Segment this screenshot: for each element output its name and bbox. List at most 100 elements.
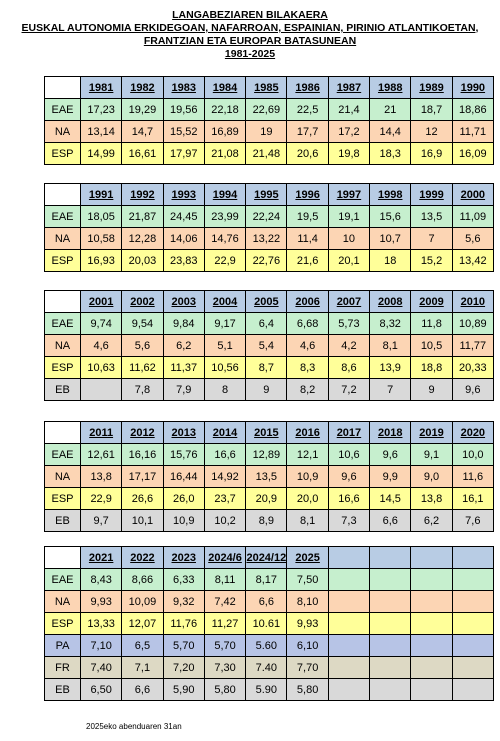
- value-cell: 26,6: [121, 487, 164, 510]
- table-row-esp: ESP 10,63 11,62 11,37 10,56 8,7 8,3 8,6 13,9 18,8…: [44, 356, 494, 379]
- year-header-cell: 1992: [121, 183, 164, 206]
- row-label-cell: NA: [44, 227, 81, 250]
- value-cell: 19,8: [327, 142, 371, 165]
- year-header-cell: [410, 546, 453, 569]
- value-cell: 13,8: [410, 487, 453, 510]
- value-cell: 7,40: [79, 656, 123, 679]
- value-cell: 22,76: [245, 249, 288, 272]
- row-label-cell: EAE: [44, 312, 81, 335]
- value-cell: 10.61: [245, 612, 288, 635]
- value-cell: 9,93: [79, 590, 123, 613]
- value-cell: 10,0: [451, 443, 494, 466]
- value-cell: 9,6: [327, 465, 371, 488]
- row-label-cell: NA: [44, 334, 81, 357]
- year-header-cell: 2016: [286, 421, 329, 444]
- data-table-3: 2001 2002 2003 2004 2005 2006 2007 2008 2009 2010…: [44, 290, 494, 401]
- value-cell: 13,33: [79, 612, 123, 635]
- row-label-cell: EAE: [44, 98, 81, 121]
- value-cell: 15,52: [162, 120, 205, 143]
- value-cell: 5,80: [203, 678, 247, 701]
- value-cell: 7,8: [121, 378, 164, 401]
- row-label-cell: EAE: [44, 443, 81, 466]
- table-row-eb: EB 7,8 7,9 8 9 8,2 7,2 7 9 9,6: [44, 378, 494, 401]
- data-table-2: 1991 1992 1993 1994 1995 1996 1997 1998 1999 2000…: [44, 183, 494, 272]
- value-cell: 11,4: [286, 227, 329, 250]
- value-cell: 16,9: [410, 142, 453, 165]
- year-header-cell: 2018: [369, 421, 412, 444]
- year-header-cell: 1984: [203, 76, 247, 99]
- value-cell: 18,86: [451, 98, 494, 121]
- value-cell: 5,70: [162, 634, 205, 657]
- value-cell: 8: [203, 378, 247, 401]
- value-cell: [410, 612, 453, 635]
- year-header-cell: 2010: [451, 290, 494, 313]
- value-cell: [369, 656, 412, 679]
- value-cell: 14,4: [369, 120, 412, 143]
- value-cell: 7,30: [203, 656, 247, 679]
- value-cell: 5,80: [286, 678, 329, 701]
- value-cell: 6,4: [245, 312, 288, 335]
- value-cell: 17,97: [162, 142, 205, 165]
- row-label-cell: ESP: [44, 487, 81, 510]
- value-cell: 22,24: [245, 205, 288, 228]
- year-header-cell: 2025: [286, 546, 329, 569]
- value-cell: 21,08: [203, 142, 247, 165]
- year-header-cell: 1982: [121, 76, 164, 99]
- value-cell: [79, 378, 123, 401]
- row-label-cell: FR: [44, 656, 81, 679]
- value-cell: 14,76: [203, 227, 247, 250]
- value-cell: 19: [245, 120, 288, 143]
- table-row-eae: EAE 9,74 9,54 9,84 9,17 6,4 6,68 5,73 8,32 11,8 10…: [44, 312, 494, 335]
- value-cell: 21: [369, 98, 412, 121]
- value-cell: 20,33: [451, 356, 494, 379]
- table-row-na: NA 4,6 5,6 6,2 5,1 5,4 4,6 4,2 8,1 10,5 11,77: [44, 334, 494, 357]
- year-header-row: 2021 2022 2023 2024/6 2024/12 2025: [44, 546, 494, 569]
- table-row-eae: EAE 17,23 19,29 19,56 22,18 22,69 22,5 21,4 21 18…: [44, 98, 494, 121]
- value-cell: 10,1: [121, 509, 164, 532]
- row-label-cell: ESP: [44, 356, 81, 379]
- value-cell: 8,6: [327, 356, 371, 379]
- row-label-cell: NA: [44, 590, 81, 613]
- table-row-pa: PA 7,10 6,5 5,70 5,70 5.60 6,10: [44, 634, 494, 657]
- value-cell: 8,11: [203, 568, 247, 591]
- value-cell: 21,48: [245, 142, 288, 165]
- value-cell: 19,56: [162, 98, 205, 121]
- value-cell: 6,68: [286, 312, 329, 335]
- row-label-cell: EB: [44, 678, 81, 701]
- value-cell: 10,6: [327, 443, 371, 466]
- value-cell: 11,62: [121, 356, 164, 379]
- row-label-cell: EB: [44, 378, 81, 401]
- title-line-3: FRANTZIAN ETA EUROPAR BATASUNEAN: [143, 35, 357, 47]
- value-cell: 7,3: [327, 509, 371, 532]
- year-header-cell: 1991: [79, 183, 123, 206]
- year-header-cell: 2002: [121, 290, 164, 313]
- year-header-row: 1981 1982 1983 1984 1985 1986 1987 1988 1989 1990: [44, 76, 494, 99]
- value-cell: 8,2: [286, 378, 329, 401]
- year-header-row: 2001 2002 2003 2004 2005 2006 2007 2008 2009 2010: [44, 290, 494, 313]
- title-line-4: 1981-2025: [224, 48, 276, 60]
- value-cell: 16,44: [162, 465, 205, 488]
- row-label-cell: EAE: [44, 205, 81, 228]
- value-cell: 23,99: [203, 205, 247, 228]
- value-cell: 9,9: [369, 465, 412, 488]
- value-cell: [451, 590, 494, 613]
- year-header-cell: 2003: [162, 290, 205, 313]
- title-line-1: LANGABEZIAREN BILAKAERA: [172, 9, 328, 21]
- value-cell: [410, 678, 453, 701]
- year-header-cell: 2007: [327, 290, 371, 313]
- value-cell: 10,5: [410, 334, 453, 357]
- year-header-cell: 1988: [369, 76, 412, 99]
- value-cell: 22,69: [245, 98, 288, 121]
- value-cell: 5,70: [203, 634, 247, 657]
- value-cell: 24,45: [162, 205, 205, 228]
- value-cell: [327, 678, 371, 701]
- value-cell: 9,74: [79, 312, 123, 335]
- value-cell: [451, 634, 494, 657]
- value-cell: 18,8: [410, 356, 453, 379]
- value-cell: 7: [369, 378, 412, 401]
- value-cell: 9,7: [79, 509, 123, 532]
- value-cell: 6,6: [369, 509, 412, 532]
- value-cell: [451, 678, 494, 701]
- year-header-cell: 1997: [327, 183, 371, 206]
- value-cell: 8,7: [245, 356, 288, 379]
